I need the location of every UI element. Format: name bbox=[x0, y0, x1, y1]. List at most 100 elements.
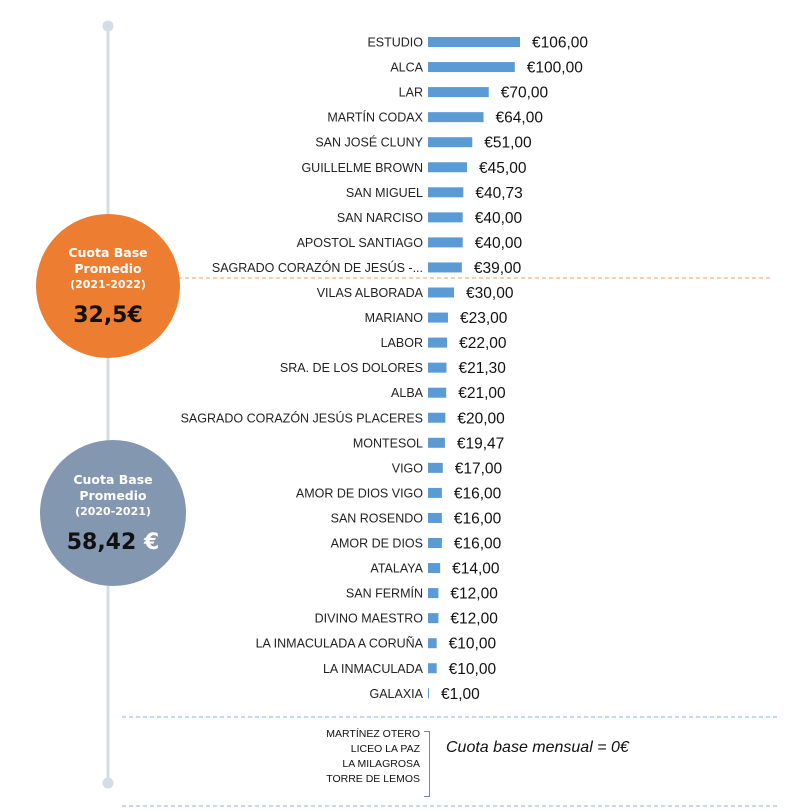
category-label: SAN NARCISO bbox=[337, 211, 423, 225]
value-label: €21,00 bbox=[458, 385, 506, 402]
value-label: €70,00 bbox=[501, 85, 549, 102]
value-label: €10,00 bbox=[449, 661, 497, 678]
fee-bar bbox=[428, 37, 521, 47]
fee-bar bbox=[428, 663, 437, 674]
category-label: SRA. DE LOS DOLORES bbox=[280, 361, 423, 375]
category-label: LA INMACULADA A CORUÑA bbox=[256, 637, 424, 651]
value-label: €12,00 bbox=[450, 586, 498, 603]
category-label: ALBA bbox=[391, 386, 424, 400]
zero-fee-school: MARTÍNEZ OTERO bbox=[326, 728, 420, 740]
value-label: €12,00 bbox=[450, 611, 498, 628]
fee-bar bbox=[428, 237, 463, 248]
value-label: €16,00 bbox=[454, 536, 502, 553]
average-previous-currency: € bbox=[143, 529, 160, 555]
value-label: €40,73 bbox=[475, 185, 522, 202]
fee-bar bbox=[428, 688, 429, 699]
value-label: €22,00 bbox=[459, 335, 507, 352]
average-current-period: (2021-2022) bbox=[70, 277, 146, 291]
category-label: SAN JOSÉ CLUNY bbox=[315, 135, 423, 150]
category-label: DIVINO MAESTRO bbox=[315, 612, 424, 626]
category-label: SAN ROSENDO bbox=[331, 511, 424, 525]
category-label: GALAXIA bbox=[370, 687, 424, 701]
fee-bar bbox=[428, 487, 442, 498]
fee-bar bbox=[428, 437, 445, 448]
value-label: €20,00 bbox=[457, 410, 505, 427]
category-label: ALCA bbox=[390, 61, 423, 75]
category-label: VILAS ALBORADA bbox=[317, 286, 424, 300]
zero-fee-school: TORRE DE LEMOS bbox=[326, 773, 420, 785]
average-previous-value: 58,42 € bbox=[67, 530, 160, 555]
fee-bar bbox=[428, 87, 489, 98]
average-current-title-line1: Cuota Base bbox=[68, 244, 148, 260]
fee-bar bbox=[428, 287, 455, 298]
category-label: ATALAYA bbox=[370, 562, 423, 576]
category-label: VIGO bbox=[392, 461, 424, 475]
fee-bar bbox=[428, 262, 462, 273]
average-current-value: 32,5€ bbox=[73, 302, 143, 328]
value-label: €10,00 bbox=[449, 636, 497, 653]
value-label: €1,00 bbox=[441, 686, 480, 703]
category-label: APOSTOL SANTIAGO bbox=[297, 236, 424, 250]
zero-fee-school: LICEO LA PAZ bbox=[350, 743, 420, 755]
value-label: €39,00 bbox=[474, 260, 522, 277]
fee-bar bbox=[428, 137, 473, 148]
average-previous-period: (2020-2021) bbox=[75, 504, 151, 518]
category-label: SAN MIGUEL bbox=[346, 186, 423, 200]
fee-bar bbox=[428, 187, 464, 198]
value-label: €100,00 bbox=[527, 60, 583, 77]
value-label: €64,00 bbox=[496, 110, 544, 127]
value-label: €21,30 bbox=[458, 360, 506, 377]
zero-fee-note: Cuota base mensual = 0€ bbox=[446, 739, 629, 756]
category-label: SAGRADO CORAZÓN JESÚS PLACERES bbox=[181, 410, 423, 425]
fee-bar bbox=[428, 462, 443, 473]
fee-bar bbox=[428, 112, 484, 123]
category-label: AMOR DE DIOS bbox=[331, 537, 423, 551]
fee-bar bbox=[428, 538, 442, 548]
value-label: €16,00 bbox=[454, 485, 502, 502]
value-label: €19,47 bbox=[457, 435, 504, 452]
category-label: SAN FERMÍN bbox=[346, 586, 423, 601]
value-label: €30,00 bbox=[466, 285, 514, 302]
value-label: €16,00 bbox=[454, 510, 502, 527]
fee-bar bbox=[428, 512, 442, 523]
average-fee-current-circle: Cuota Base Promedio (2021-2022) 32,5€ bbox=[36, 214, 180, 358]
fee-bar bbox=[428, 162, 468, 173]
timeline-start-dot bbox=[102, 20, 114, 32]
fee-bar bbox=[428, 337, 448, 348]
category-label: LA INMACULADA bbox=[323, 662, 424, 676]
category-label: AMOR DE DIOS VIGO bbox=[296, 486, 423, 500]
category-label: ESTUDIO bbox=[367, 36, 423, 50]
category-label: LAR bbox=[399, 86, 423, 100]
category-label: SAGRADO CORAZÓN DE JESÚS -... bbox=[212, 260, 423, 275]
value-label: €40,00 bbox=[475, 235, 523, 252]
value-label: €14,00 bbox=[452, 561, 500, 578]
timeline-end-dot bbox=[102, 777, 114, 789]
category-label: MARTÍN CODAX bbox=[327, 110, 423, 125]
fee-bar bbox=[428, 212, 463, 223]
value-label: €23,00 bbox=[460, 310, 508, 327]
average-previous-title-line2: Promedio bbox=[79, 487, 147, 503]
average-fee-previous-circle: Cuota Base Promedio (2020-2021) 58,42 € bbox=[40, 440, 186, 586]
average-previous-value-number: 58,42 bbox=[66, 529, 137, 555]
value-label: €45,00 bbox=[479, 160, 527, 177]
fee-bar bbox=[428, 387, 447, 398]
zero-fee-school: LA MILAGROSA bbox=[342, 758, 420, 770]
zero-fee-school-list: MARTÍNEZ OTERO LICEO LA PAZ LA MILAGROSA… bbox=[290, 727, 420, 787]
fee-bar bbox=[428, 362, 447, 373]
fee-bar bbox=[428, 312, 448, 323]
category-label: GUILLELME BROWN bbox=[301, 161, 423, 175]
fee-bar bbox=[428, 563, 441, 574]
category-label: MONTESOL bbox=[353, 436, 423, 450]
value-label: €40,00 bbox=[475, 210, 523, 227]
value-label: €51,00 bbox=[484, 135, 532, 152]
category-label: MARIANO bbox=[365, 311, 424, 325]
zero-fee-bracket bbox=[424, 731, 430, 797]
value-label: €106,00 bbox=[532, 35, 588, 52]
value-label: €17,00 bbox=[455, 460, 503, 477]
fee-bar bbox=[428, 62, 515, 73]
average-current-title-line2: Promedio bbox=[74, 260, 142, 276]
fee-bar bbox=[428, 638, 437, 649]
fee-bar bbox=[428, 412, 446, 423]
